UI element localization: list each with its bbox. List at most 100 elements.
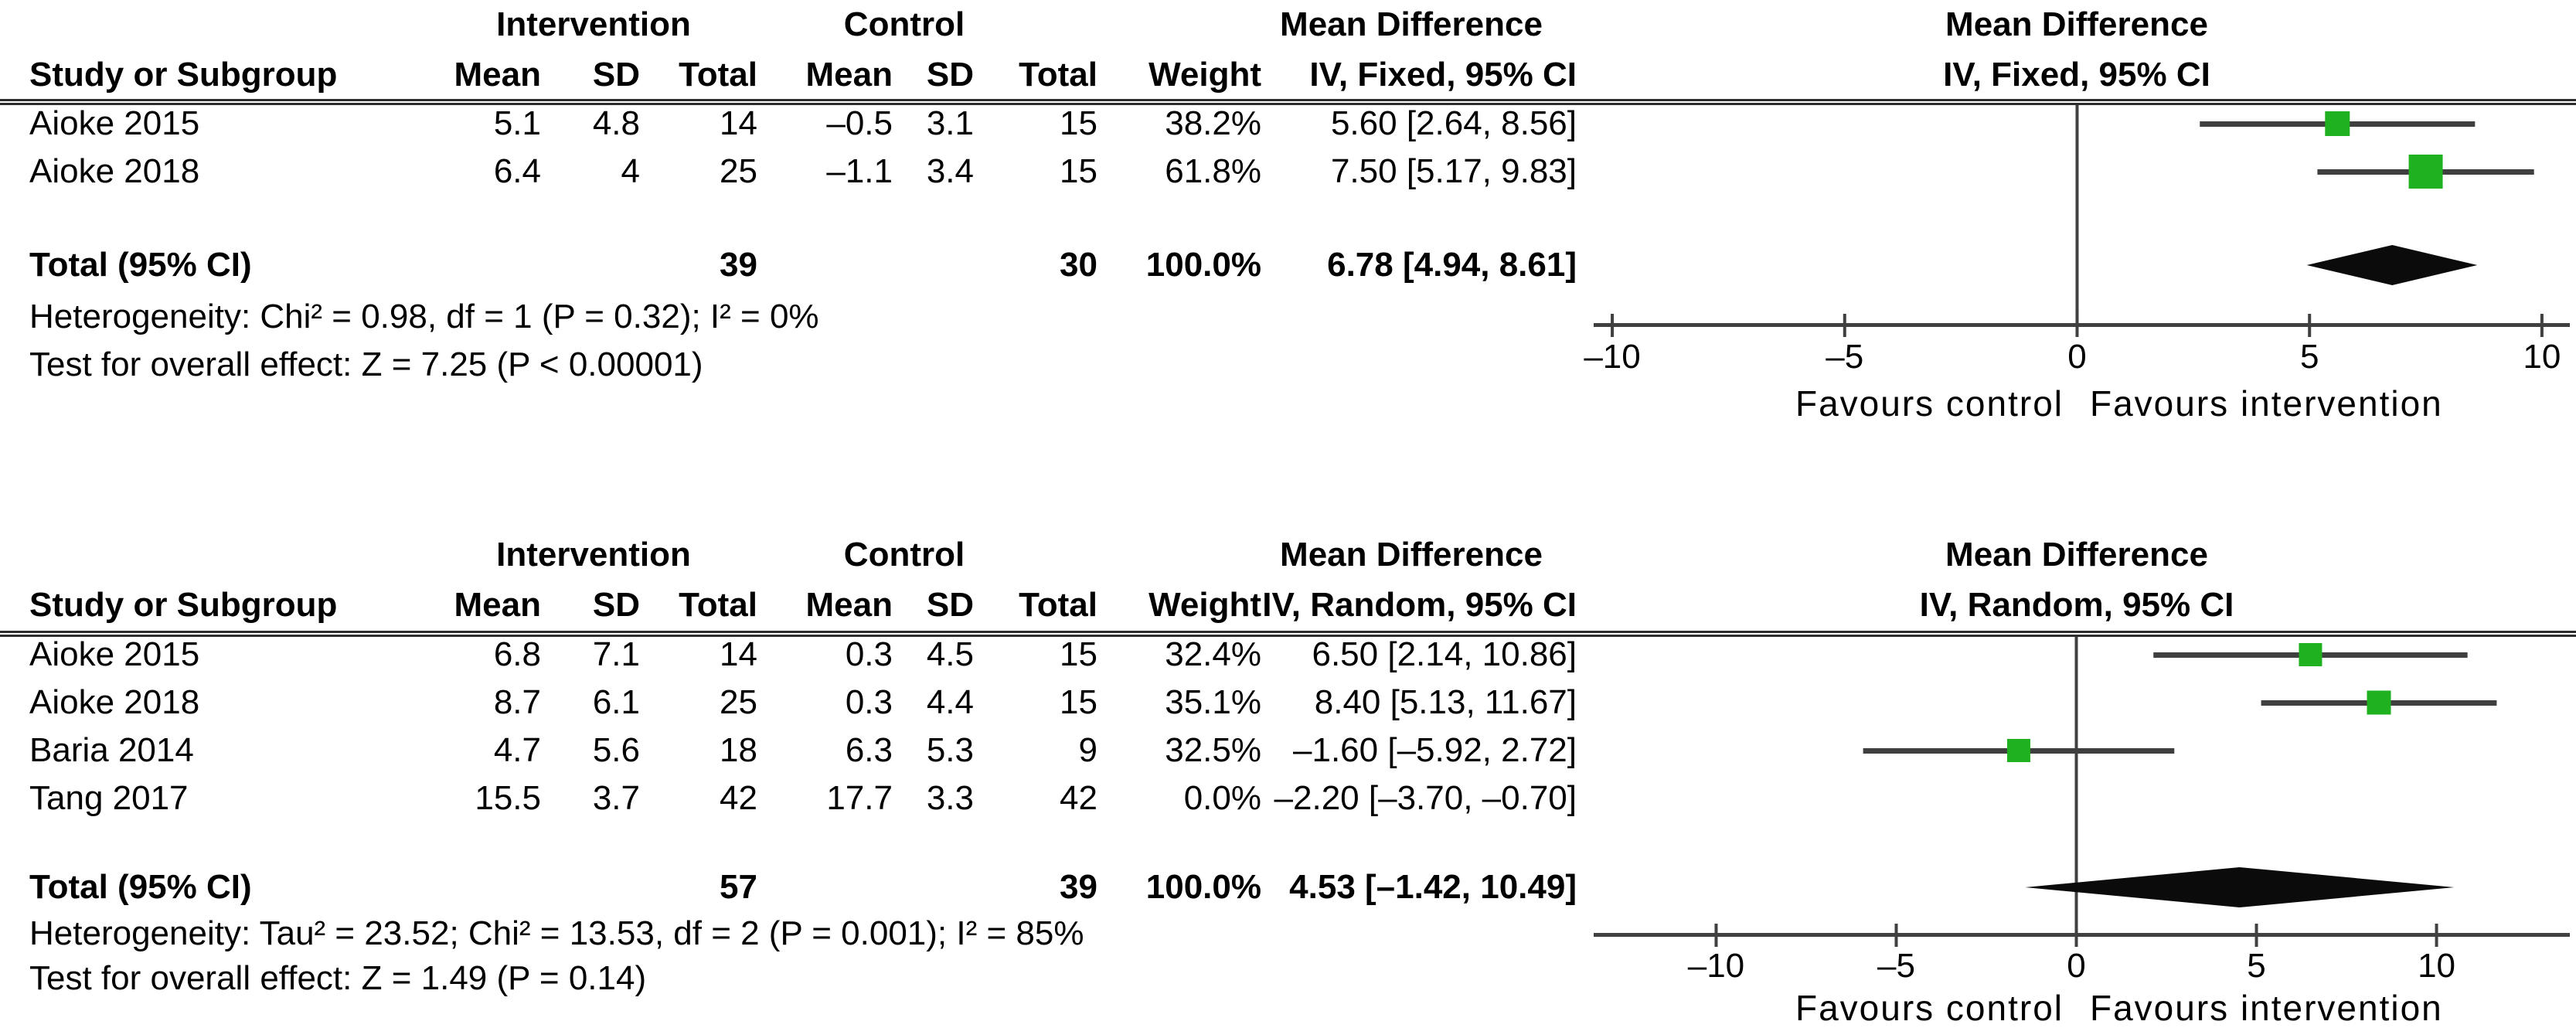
column-header: Mean	[805, 586, 893, 624]
column-header: SD	[592, 586, 640, 624]
effect-square	[2006, 739, 2030, 762]
group-header-effect: Mean Difference	[1280, 536, 1543, 574]
control-sd-cell: 3.4	[926, 152, 974, 190]
intervention-mean-cell: 6.4	[493, 152, 541, 190]
intervention-sd-cell: 4	[621, 152, 640, 190]
tick-label: 0	[2067, 338, 2087, 376]
zero-line	[2074, 637, 2078, 935]
control-mean-cell: 0.3	[845, 635, 893, 673]
column-header: Weight	[1148, 56, 1261, 94]
total-label: Total (95% CI)	[29, 868, 252, 906]
group-header-intervention: Intervention	[496, 5, 691, 43]
total-i_total: 57	[720, 868, 757, 906]
intervention-mean-cell: 8.7	[493, 683, 541, 721]
control-mean-cell: –1.1	[826, 152, 893, 190]
control-sd-cell: 4.4	[926, 683, 974, 721]
study-name: Tang 2017	[29, 779, 189, 817]
intervention-sd-cell: 5.6	[592, 731, 640, 769]
total-c_total: 39	[1060, 868, 1097, 906]
plot-header-line1: Mean Difference	[1945, 536, 2208, 574]
axis-tick	[2075, 314, 2079, 337]
zero-line	[2075, 105, 2079, 325]
axis-tick	[2254, 924, 2258, 947]
intervention-sd-cell: 3.7	[592, 779, 640, 817]
control-mean-cell: –0.5	[826, 104, 893, 142]
column-header: Total	[1019, 586, 1097, 624]
study-name: Aioke 2015	[29, 104, 200, 142]
intervention-total-cell: 25	[720, 683, 757, 721]
effect-square	[2299, 643, 2322, 666]
axis-tick	[1843, 314, 1846, 337]
group-header-effect: Mean Difference	[1280, 5, 1543, 43]
intervention-total-cell: 25	[720, 152, 757, 190]
axis-tick	[1611, 314, 1615, 337]
total-weight: 100.0%	[1145, 246, 1261, 284]
control-total-cell: 15	[1060, 683, 1097, 721]
control-total-cell: 9	[1078, 731, 1097, 769]
plot-header-line2: IV, Random, 95% CI	[1919, 586, 2234, 624]
tick-label: 5	[2247, 947, 2266, 985]
overall-effect-text: Test for overall effect: Z = 1.49 (P = 0…	[29, 959, 647, 997]
column-header: Study or Subgroup	[29, 586, 338, 624]
control-total-cell: 42	[1060, 779, 1097, 817]
plot-header-line2: IV, Fixed, 95% CI	[1943, 56, 2210, 94]
control-total-cell: 15	[1060, 152, 1097, 190]
control-sd-cell: 3.1	[926, 104, 974, 142]
header-divider-line	[0, 103, 2576, 105]
favours-control-label: Favours control	[1795, 383, 2064, 424]
column-header: Study or Subgroup	[29, 56, 338, 94]
study-name: Aioke 2018	[29, 683, 200, 721]
column-header: SD	[926, 586, 974, 624]
tick-label: 0	[2067, 947, 2086, 985]
header-divider-line	[0, 631, 2576, 633]
control-mean-cell: 6.3	[845, 731, 893, 769]
weight-cell: 35.1%	[1165, 683, 1261, 721]
total-ci_text: 6.78 [4.94, 8.61]	[1327, 246, 1577, 284]
group-header-control: Control	[843, 5, 965, 43]
tick-label: –10	[1584, 338, 1641, 376]
ci-text-cell: 7.50 [5.17, 9.83]	[1330, 152, 1577, 190]
favours-intervention-label: Favours intervention	[2090, 988, 2443, 1028]
control-mean-cell: 17.7	[826, 779, 893, 817]
weight-cell: 32.4%	[1165, 635, 1261, 673]
control-sd-cell: 4.5	[926, 635, 974, 673]
weight-cell: 0.0%	[1183, 779, 1261, 817]
total-ci_text: 4.53 [–1.42, 10.49]	[1289, 868, 1577, 906]
ci-text-cell: 5.60 [2.64, 8.56]	[1330, 104, 1577, 142]
intervention-total-cell: 14	[720, 104, 757, 142]
column-header: SD	[926, 56, 974, 94]
effect-square	[2325, 111, 2350, 136]
favours-intervention-label: Favours intervention	[2090, 383, 2443, 424]
control-sd-cell: 3.3	[926, 779, 974, 817]
intervention-sd-cell: 4.8	[592, 104, 640, 142]
intervention-mean-cell: 5.1	[493, 104, 541, 142]
header-divider-line	[0, 99, 2576, 101]
axis-tick	[2308, 314, 2312, 337]
tick-label: –5	[1826, 338, 1864, 376]
tick-label: –5	[1877, 947, 1915, 985]
column-header: IV, Fixed, 95% CI	[1309, 56, 1577, 94]
column-header: Mean	[805, 56, 893, 94]
axis-tick	[2540, 314, 2544, 337]
plot-header-line1: Mean Difference	[1945, 5, 2208, 43]
weight-cell: 61.8%	[1165, 152, 1261, 190]
axis-tick	[1714, 924, 1718, 947]
intervention-mean-cell: 15.5	[475, 779, 541, 817]
axis-tick	[2074, 924, 2078, 947]
column-header: Mean	[454, 586, 541, 624]
control-mean-cell: 0.3	[845, 683, 893, 721]
column-header: SD	[592, 56, 640, 94]
column-header: Total	[679, 56, 757, 94]
tick-label: 5	[2299, 338, 2319, 376]
control-sd-cell: 5.3	[926, 731, 974, 769]
study-name: Aioke 2015	[29, 635, 200, 673]
total-c_total: 30	[1060, 246, 1097, 284]
weight-cell: 38.2%	[1165, 104, 1261, 142]
tick-label: 10	[2523, 338, 2561, 376]
intervention-mean-cell: 6.8	[493, 635, 541, 673]
header-divider-line	[0, 635, 2576, 637]
intervention-sd-cell: 6.1	[592, 683, 640, 721]
ci-text-cell: –1.60 [–5.92, 2.72]	[1293, 731, 1577, 769]
